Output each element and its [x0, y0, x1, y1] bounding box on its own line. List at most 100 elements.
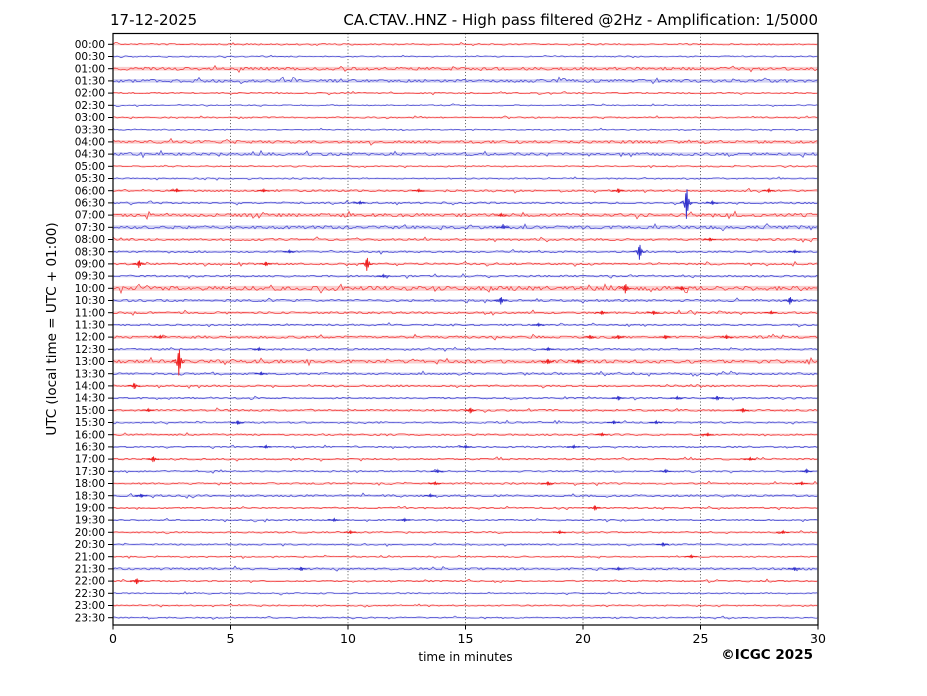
event-spike — [618, 284, 632, 294]
event-spike — [705, 199, 719, 205]
row-label: 14:00 — [75, 381, 105, 393]
trace-row — [112, 370, 818, 377]
trace-row — [112, 419, 818, 425]
event-spike — [736, 407, 749, 413]
x-tick-label: 5 — [227, 631, 235, 646]
event-spike — [710, 395, 724, 401]
event-spike — [360, 257, 374, 271]
event-spike — [423, 492, 437, 498]
event-spike — [679, 189, 693, 219]
trace-row — [112, 54, 818, 59]
row-label: 07:30 — [75, 222, 105, 234]
event-spike — [282, 248, 296, 254]
row-label: 20:30 — [75, 539, 105, 551]
trace-row — [112, 210, 818, 220]
event-spike — [703, 237, 717, 242]
trace-row — [112, 103, 818, 108]
event-spike — [595, 431, 608, 437]
event-spike — [541, 358, 554, 365]
trace-row — [112, 236, 818, 243]
row-label: 04:00 — [75, 137, 105, 149]
trace-row — [112, 137, 818, 146]
event-spike — [646, 310, 660, 315]
event-spike — [787, 566, 801, 571]
row-label: 00:00 — [75, 39, 105, 51]
event-spike — [141, 407, 155, 412]
event-spike — [719, 333, 733, 339]
row-label: 10:30 — [75, 295, 105, 307]
event-spike — [670, 395, 684, 400]
trace-row — [112, 164, 818, 169]
trace-row — [112, 591, 818, 596]
event-spike — [541, 481, 554, 486]
event-spike — [458, 444, 472, 449]
row-label: 22:00 — [75, 576, 105, 588]
event-spike — [494, 297, 507, 305]
x-axis-label: time in minutes — [418, 650, 513, 664]
row-label: 19:00 — [75, 503, 105, 515]
trace-row — [112, 333, 818, 341]
event-spike — [132, 260, 146, 268]
event-spike — [230, 420, 244, 425]
row-label: 13:00 — [75, 356, 105, 368]
event-spike — [675, 285, 688, 291]
row-label: 01:00 — [75, 63, 105, 75]
row-label: 09:30 — [75, 271, 105, 283]
trace-row — [112, 149, 818, 159]
event-spike — [764, 309, 778, 315]
event-spike — [259, 444, 272, 449]
event-spike — [611, 334, 625, 340]
row-label: 00:30 — [75, 51, 105, 63]
event-spike — [134, 493, 148, 498]
row-label: 04:30 — [75, 149, 105, 161]
x-tick-label: 20 — [575, 631, 591, 646]
event-spike — [127, 382, 141, 389]
row-label: 13:30 — [75, 368, 105, 380]
row-label: 05:00 — [75, 161, 105, 173]
trace-row — [112, 187, 818, 194]
trace-row — [112, 505, 818, 511]
row-label: 07:00 — [75, 210, 105, 222]
event-spike — [494, 212, 507, 217]
trace-row — [112, 64, 818, 74]
trace-row — [112, 517, 818, 523]
trace-row — [112, 603, 818, 608]
row-label: 20:00 — [75, 527, 105, 539]
trace-row — [112, 127, 818, 132]
trace-row — [112, 456, 818, 462]
event-spike — [171, 349, 186, 376]
event-spike — [583, 334, 597, 340]
plot-title: CA.CTAV..HNZ - High pass filtered @2Hz -… — [343, 11, 818, 29]
trace-row — [112, 383, 818, 389]
row-label: 01:30 — [75, 76, 105, 88]
copyright-text: ©ICGC 2025 — [721, 647, 813, 663]
row-label: 06:30 — [75, 198, 105, 210]
event-spike — [783, 297, 796, 305]
x-tick-label: 25 — [693, 631, 709, 646]
event-spike — [743, 456, 757, 461]
trace-row — [112, 249, 818, 255]
trace-row — [112, 530, 818, 535]
trace-row — [112, 432, 818, 437]
event-spike — [611, 188, 625, 193]
trace-row — [112, 542, 818, 547]
trace-row — [112, 41, 818, 47]
row-label: 11:30 — [75, 320, 105, 332]
trace-row — [112, 223, 818, 232]
row-label: 23:30 — [75, 612, 105, 624]
event-spike — [376, 273, 390, 278]
event-spike — [252, 346, 265, 352]
row-label: 14:30 — [75, 393, 105, 405]
row-label: 23:00 — [75, 600, 105, 612]
x-tick-label: 30 — [810, 631, 826, 646]
row-label: 05:30 — [75, 173, 105, 185]
trace-row — [112, 91, 818, 96]
trace-row — [112, 356, 818, 367]
event-spike — [541, 346, 554, 351]
row-label: 15:00 — [75, 405, 105, 417]
row-label: 03:30 — [75, 124, 105, 136]
event-spike — [606, 419, 620, 425]
row-label: 12:00 — [75, 332, 105, 344]
event-spike — [656, 541, 670, 547]
